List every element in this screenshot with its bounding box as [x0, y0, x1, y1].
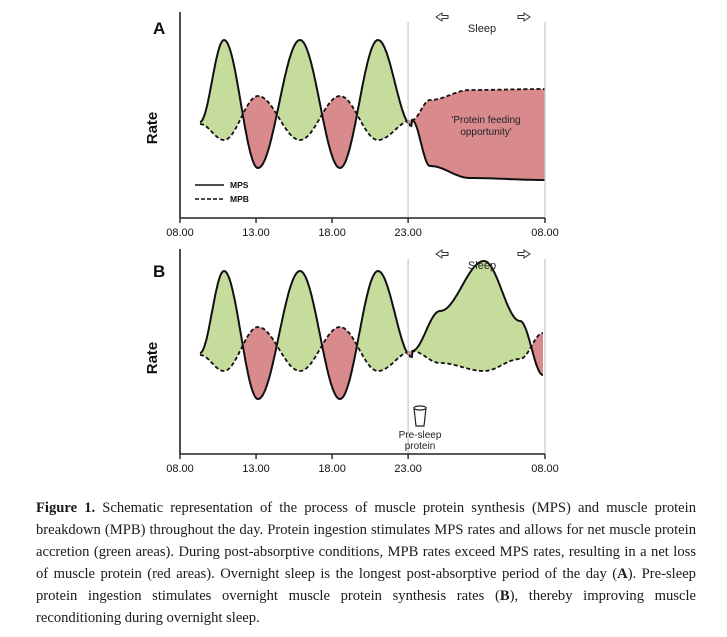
x-tick-label: 23.00	[394, 463, 422, 475]
panel-a-lines	[199, 38, 545, 181]
panel-a-y-axis-label: Rate	[144, 112, 161, 145]
panel-b-lines	[199, 259, 544, 401]
x-tick-label: 13.00	[242, 463, 270, 475]
caption-figure-label: Figure 1.	[36, 500, 96, 516]
caption-bold-a: A	[617, 566, 628, 582]
mpb-series-line	[199, 88, 545, 141]
x-tick-label: 08.00	[531, 463, 559, 475]
panel-b-pre-sleep-protein-annotation: Pre-sleep protein	[399, 430, 442, 452]
legend-mpb-label: MPB	[230, 194, 249, 204]
mpb-series-line	[199, 326, 544, 372]
net-gain-area	[357, 40, 407, 140]
panel-a: A Rate Sleep 'Protein feeding opportunity…	[144, 12, 559, 239]
panel-b-letter: B	[153, 262, 165, 281]
caption-bold-b: B	[499, 588, 510, 604]
net-gain-area	[200, 271, 243, 371]
panel-a-sleep-label: Sleep	[468, 23, 496, 35]
panel-b: B Rate Sleep Pre-sleep protein 08.00 13.00…	[144, 249, 559, 475]
net-gain-area	[200, 40, 244, 140]
panel-a-axes: 08.00 13.00 18.00 23.00 08.00	[166, 12, 559, 239]
panel-b-sleep-arrows	[435, 249, 531, 259]
panel-a-areas	[200, 40, 545, 180]
panel-a-letter: A	[153, 19, 165, 38]
panel-a-sleep-arrows	[435, 12, 531, 22]
panel-b-y-axis-label: Rate	[144, 342, 161, 375]
x-tick-label: 08.00	[166, 463, 194, 475]
x-tick-label: 08.00	[531, 227, 559, 239]
x-tick-label: 23.00	[394, 227, 422, 239]
arrow-right-icon	[517, 249, 531, 259]
arrow-left-icon	[435, 12, 449, 22]
pre-sleep-protein-cup-icon	[413, 405, 427, 427]
panel-b-areas	[200, 261, 543, 399]
caption-text-1: Schematic representation of the process …	[36, 500, 696, 582]
x-tick-label: 08.00	[166, 227, 194, 239]
panel-a-protein-feeding-annotation: 'Protein feeding opportunity'	[451, 115, 520, 138]
net-loss-area	[531, 333, 543, 375]
x-tick-label: 18.00	[318, 227, 346, 239]
panel-a-legend: MPS MPB	[195, 180, 249, 204]
figure-panels: A Rate Sleep 'Protein feeding opportunity…	[144, 12, 559, 475]
figure-caption: Figure 1. Schematic representation of th…	[36, 497, 696, 629]
arrow-left-icon	[435, 249, 449, 259]
net-gain-area	[412, 261, 532, 371]
panel-b-axes: 08.00 13.00 18.00 23.00 08.00	[166, 249, 559, 475]
net-loss-area	[242, 327, 278, 399]
panel-b-sleep-label: Sleep	[468, 260, 496, 272]
arrow-right-icon	[517, 12, 531, 22]
net-gain-area	[357, 271, 408, 371]
caption-text-2: ). Pre-sleep protein ingestion stimulate…	[36, 566, 696, 604]
x-tick-label: 13.00	[242, 227, 270, 239]
caption-text-3: ), thereby improving muscle reconditioni…	[36, 588, 696, 626]
mps-series-line	[199, 38, 545, 181]
net-loss-area	[407, 89, 545, 180]
x-tick-label: 18.00	[318, 463, 346, 475]
legend-mps-label: MPS	[230, 180, 249, 190]
mps-series-line	[199, 259, 544, 401]
net-loss-area	[243, 96, 278, 168]
